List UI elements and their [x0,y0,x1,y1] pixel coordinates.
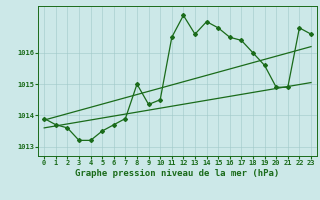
X-axis label: Graphe pression niveau de la mer (hPa): Graphe pression niveau de la mer (hPa) [76,169,280,178]
